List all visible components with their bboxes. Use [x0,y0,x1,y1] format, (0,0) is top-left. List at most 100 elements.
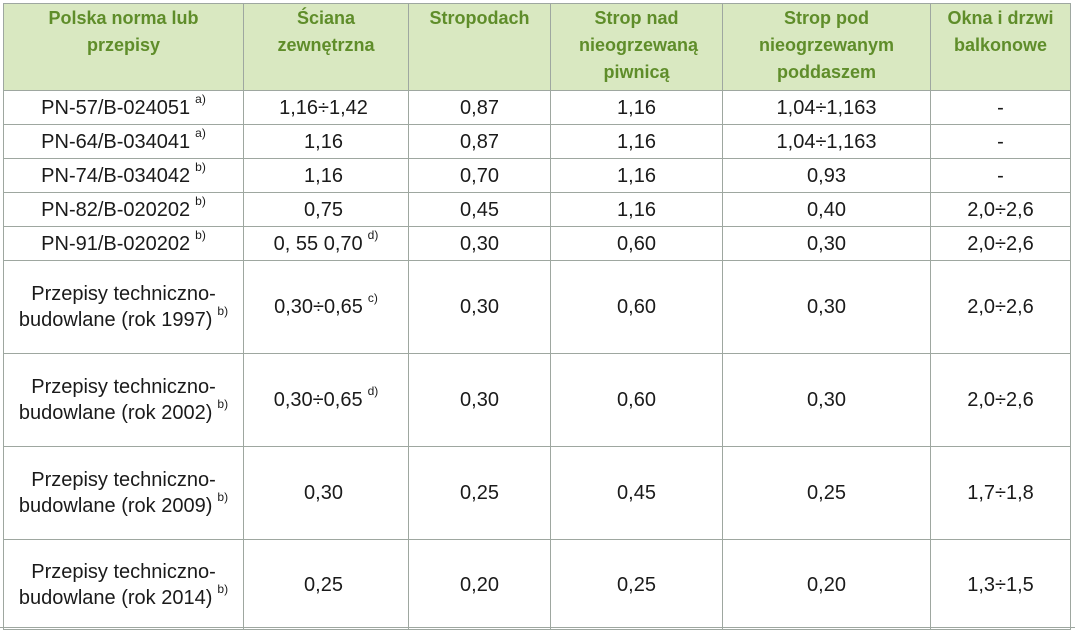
cell-roof: 0,45 [408,192,551,227]
cell-norm-footnote: b) [195,227,206,242]
cell-roof-text: 0,45 [460,198,499,221]
cell-basement-ceiling-text: 0,45 [617,482,656,504]
cell-wall-text: 1,16÷1,42 [279,96,368,119]
cell-basement-ceiling: 0,60 [550,226,723,261]
cell-roof-text: 0,30 [460,389,499,411]
cell-attic-ceiling: 0,93 [722,158,931,193]
cell-windows: - [930,90,1071,125]
cell-norm-text: Przepisy techniczno-budowlane (rok 1997) [18,283,216,331]
cell-roof-text: 0,30 [460,232,499,255]
cell-basement-ceiling: 1,16 [550,124,723,159]
cell-norm: Przepisy techniczno-budowlane (rok 2009)… [3,446,244,540]
cell-wall-footnote: d) [367,384,379,399]
cell-wall-text: 1,16 [304,130,343,153]
cell-attic-ceiling-text: 1,04÷1,163 [776,130,877,153]
cell-norm-text: PN-91/B-020202 [41,232,191,255]
cell-roof-text: 0,87 [460,130,499,153]
cell-wall: 0,30 [243,446,409,540]
cell-windows-text: 1,3÷1,5 [967,573,1034,596]
cell-norm: PN-82/B-020202 b) [3,192,244,227]
table-row: PN-91/B-020202 b) 0, 55 0,70 d) 0,30 0,60 0,30… [3,226,1071,261]
cell-windows: 2,0÷2,6 [930,192,1071,227]
u-value-table: Polska norma lub przepisy Ściana zewnętr… [3,3,1071,630]
table-row: PN-82/B-020202 b) 0,75 0,45 1,16 0,40 2,0÷2,6 [3,192,1071,227]
cell-wall: 0,75 [243,192,409,227]
cell-norm-footnote: b) [217,304,229,319]
cell-basement-ceiling: 0,60 [550,260,723,354]
cell-attic-ceiling: 0,30 [722,353,931,447]
cell-norm-footnote: b) [195,193,206,208]
cell-windows-text: 2,0÷2,6 [967,198,1034,221]
cell-windows: 2,0÷2,6 [930,226,1071,261]
cell-wall-text: 0,25 [304,573,343,596]
cell-basement-ceiling-text: 1,16 [617,130,656,153]
cell-roof: 0,30 [408,260,551,354]
cell-wall: 0,30÷0,65 d) [243,353,409,447]
cell-roof-text: 0,20 [460,573,499,596]
cell-norm-footnote: b) [217,490,229,505]
cell-wall-text: 1,16 [304,164,343,187]
cell-norm: Przepisy techniczno-budowlane (rok 2002)… [3,353,244,447]
cell-attic-ceiling: 0,40 [722,192,931,227]
cell-roof: 0,30 [408,226,551,261]
header-norm: Polska norma lub przepisy [3,3,244,91]
cell-norm-text: PN-82/B-020202 [41,198,191,221]
cell-norm: PN-57/B-024051 a) [3,90,244,125]
cell-windows: - [930,158,1071,193]
cell-norm-footnote: b) [195,159,206,174]
cell-attic-ceiling: 1,04÷1,163 [722,90,931,125]
cell-windows-text: 2,0÷2,6 [967,296,1034,318]
cell-wall: 1,16 [243,158,409,193]
cell-basement-ceiling: 0,60 [550,353,723,447]
cell-basement-ceiling: 1,16 [550,192,723,227]
cell-roof: 0,70 [408,158,551,193]
header-roof: Stropodach [408,3,551,91]
cell-basement-ceiling-text: 0,60 [617,389,656,411]
cell-roof: 0,30 [408,353,551,447]
cell-attic-ceiling-text: 0,40 [807,198,846,221]
cell-norm-text: Przepisy techniczno-budowlane (rok 2002) [18,376,216,424]
cell-norm-text: Przepisy techniczno-budowlane (rok 2014) [18,560,216,609]
cell-roof-text: 0,87 [460,96,499,119]
cell-windows-text: 1,7÷1,8 [967,482,1034,504]
cell-basement-ceiling: 1,16 [550,90,723,125]
cell-roof: 0,87 [408,90,551,125]
cell-norm-footnote: a) [195,125,206,140]
cell-norm-text: Przepisy techniczno-budowlane (rok 2009) [18,469,216,517]
header-row: Polska norma lub przepisy Ściana zewnętr… [3,3,1071,91]
cell-roof: 0,87 [408,124,551,159]
cell-attic-ceiling-text: 0,30 [807,232,846,255]
cell-attic-ceiling-text: 1,04÷1,163 [776,96,877,119]
cell-wall-text: 0,30÷0,65 [274,296,363,318]
cell-wall-text: 0,30÷0,65 [273,389,363,411]
cell-windows-text: - [997,130,1004,153]
cell-norm: PN-64/B-034041 a) [3,124,244,159]
cell-wall-text: 0,75 [304,198,343,221]
cell-windows: 2,0÷2,6 [930,260,1071,354]
cell-roof: 0,20 [408,539,551,630]
cell-norm-footnote: a) [195,91,206,106]
cell-basement-ceiling-text: 0,25 [617,573,656,596]
cell-windows-text: 2,0÷2,6 [967,389,1034,411]
cell-roof-text: 0,70 [460,164,499,187]
cell-wall: 0,30÷0,65 c) [243,260,409,354]
cell-norm-footnote: b) [217,397,229,412]
cell-attic-ceiling-text: 0,30 [807,389,846,411]
header-wall: Ściana zewnętrzna [243,3,409,91]
cell-windows-text: - [997,96,1004,119]
cell-attic-ceiling: 0,30 [722,260,931,354]
cell-attic-ceiling-text: 0,30 [807,296,846,318]
cell-attic-ceiling-text: 0,20 [807,573,846,596]
cell-windows: 1,3÷1,5 [930,539,1071,630]
cell-wall: 0, 55 0,70 d) [243,226,409,261]
cell-roof-text: 0,30 [460,296,499,318]
cell-basement-ceiling-text: 0,60 [617,296,656,318]
cell-attic-ceiling: 1,04÷1,163 [722,124,931,159]
cell-attic-ceiling: 0,30 [722,226,931,261]
table-row: Przepisy techniczno-budowlane (rok 2002)… [3,353,1071,447]
cell-roof-text: 0,25 [460,482,499,504]
cell-basement-ceiling-text: 1,16 [617,164,656,187]
cell-basement-ceiling: 0,25 [550,539,723,630]
cell-basement-ceiling: 1,16 [550,158,723,193]
cell-attic-ceiling-text: 0,25 [807,482,846,504]
